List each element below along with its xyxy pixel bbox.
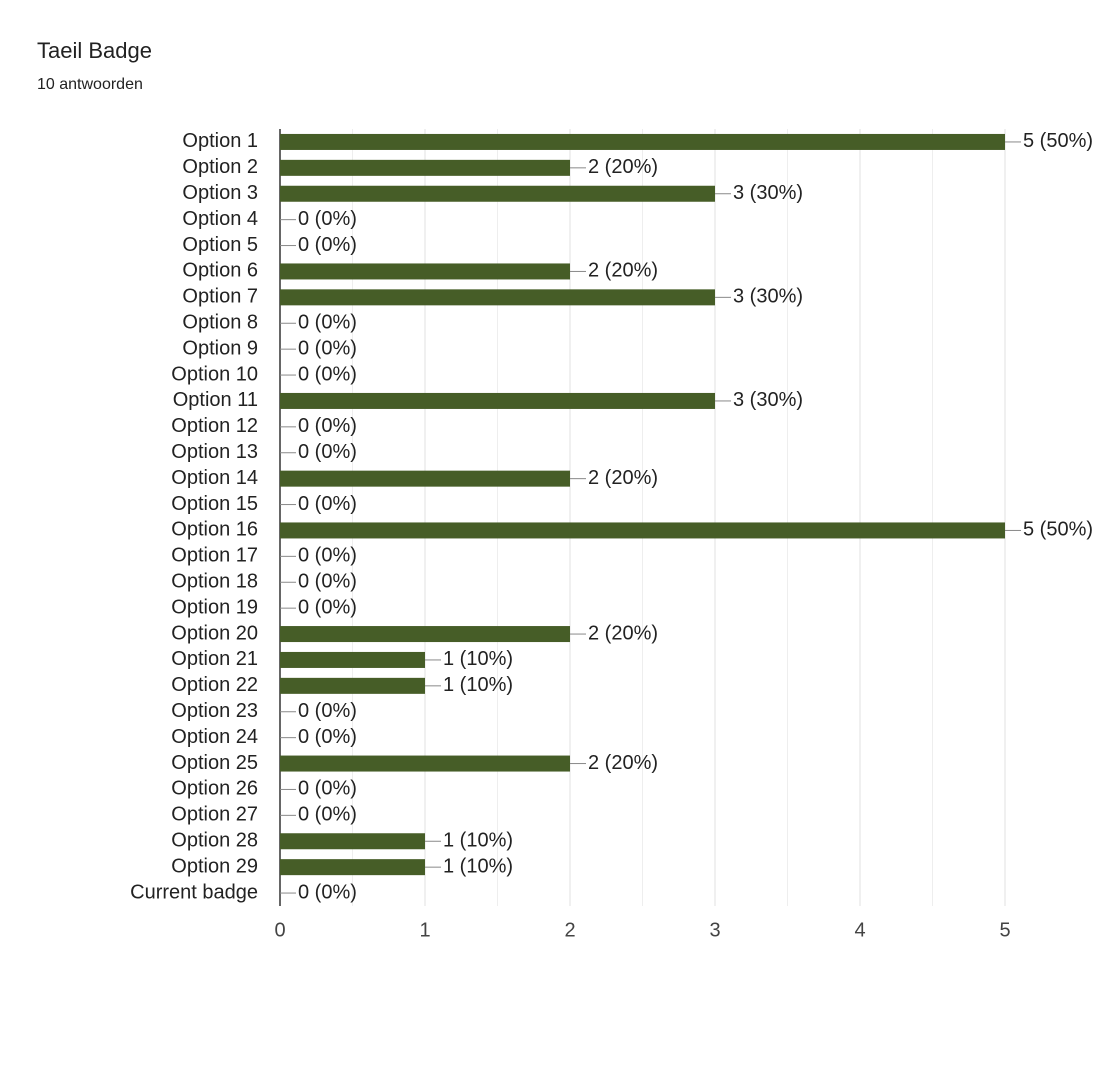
bar xyxy=(280,392,715,409)
y-tick-label: Option 6 xyxy=(182,260,258,282)
y-tick-label: Option 20 xyxy=(171,622,258,644)
value-label: 2 (20%) xyxy=(588,260,658,282)
bar xyxy=(280,859,425,876)
bar xyxy=(280,626,570,643)
y-tick-label: Option 12 xyxy=(171,415,258,437)
x-tick-label: 3 xyxy=(709,919,720,941)
value-label: 0 (0%) xyxy=(298,312,357,334)
value-label: 0 (0%) xyxy=(298,234,357,256)
y-tick-label: Current badge xyxy=(130,881,258,903)
bar xyxy=(280,289,715,306)
y-tick-label: Option 14 xyxy=(171,467,258,489)
x-tick-label: 5 xyxy=(999,919,1010,941)
value-label: 1 (10%) xyxy=(443,855,513,877)
y-tick-label: Option 7 xyxy=(182,286,258,308)
value-label: 0 (0%) xyxy=(298,571,357,593)
value-label: 3 (30%) xyxy=(733,389,803,411)
bar xyxy=(280,133,1005,150)
value-label: 3 (30%) xyxy=(733,286,803,308)
y-tick-label: Option 11 xyxy=(173,389,258,411)
value-label: 0 (0%) xyxy=(298,778,357,800)
y-tick-label: Option 15 xyxy=(171,493,258,515)
value-label: 0 (0%) xyxy=(298,700,357,722)
y-tick-label: Option 8 xyxy=(182,312,258,334)
y-tick-label: Option 9 xyxy=(182,337,258,359)
value-label: 0 (0%) xyxy=(298,493,357,515)
bar xyxy=(280,755,570,772)
y-tick-label: Option 1 xyxy=(182,130,258,152)
value-label: 3 (30%) xyxy=(733,182,803,204)
value-label: 2 (20%) xyxy=(588,752,658,774)
value-label: 1 (10%) xyxy=(443,648,513,670)
y-tick-label: Option 25 xyxy=(171,752,258,774)
bar xyxy=(280,185,715,202)
y-tick-label: Option 2 xyxy=(182,156,258,178)
y-tick-label: Option 5 xyxy=(182,234,258,256)
y-tick-label: Option 16 xyxy=(171,519,258,541)
value-label: 0 (0%) xyxy=(298,881,357,903)
value-label: 0 (0%) xyxy=(298,415,357,437)
x-tick-label: 2 xyxy=(564,919,575,941)
value-label: 1 (10%) xyxy=(443,674,513,696)
value-label: 0 (0%) xyxy=(298,337,357,359)
y-tick-label: Option 13 xyxy=(171,441,258,463)
y-tick-label: Option 10 xyxy=(171,363,258,385)
y-tick-label: Option 17 xyxy=(171,545,258,567)
value-label: 0 (0%) xyxy=(298,596,357,618)
bar xyxy=(280,651,425,668)
y-tick-label: Option 24 xyxy=(171,726,258,748)
value-label: 0 (0%) xyxy=(298,441,357,463)
x-tick-label: 0 xyxy=(274,919,285,941)
y-tick-label: Option 26 xyxy=(171,778,258,800)
value-label: 1 (10%) xyxy=(443,830,513,852)
bar xyxy=(280,677,425,694)
value-label: 2 (20%) xyxy=(588,156,658,178)
bar xyxy=(280,833,425,850)
bar xyxy=(280,263,570,280)
y-tick-label: Option 22 xyxy=(171,674,258,696)
value-label: 0 (0%) xyxy=(298,726,357,748)
value-label: 0 (0%) xyxy=(298,363,357,385)
bar xyxy=(280,470,570,487)
x-tick-label: 1 xyxy=(419,919,430,941)
y-tick-label: Option 28 xyxy=(171,830,258,852)
value-label: 2 (20%) xyxy=(588,622,658,644)
y-tick-label: Option 3 xyxy=(182,182,258,204)
chart-title: Taeil Badge xyxy=(37,38,152,63)
value-label: 2 (20%) xyxy=(588,467,658,489)
x-tick-label: 4 xyxy=(854,919,865,941)
y-tick-label: Option 27 xyxy=(171,804,258,826)
y-tick-label: Option 21 xyxy=(171,648,258,670)
value-label: 5 (50%) xyxy=(1023,130,1093,152)
chart-subtitle: 10 antwoorden xyxy=(37,76,143,93)
value-label: 5 (50%) xyxy=(1023,519,1093,541)
y-tick-label: Option 19 xyxy=(171,596,258,618)
bar xyxy=(280,522,1005,539)
y-tick-label: Option 29 xyxy=(171,855,258,877)
value-label: 0 (0%) xyxy=(298,208,357,230)
y-tick-label: Option 18 xyxy=(171,571,258,593)
bar xyxy=(280,159,570,176)
y-tick-label: Option 23 xyxy=(171,700,258,722)
y-tick-label: Option 4 xyxy=(182,208,258,230)
value-label: 0 (0%) xyxy=(298,804,357,826)
value-label: 0 (0%) xyxy=(298,545,357,567)
